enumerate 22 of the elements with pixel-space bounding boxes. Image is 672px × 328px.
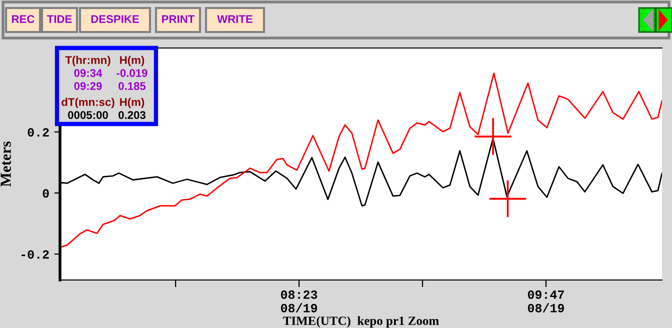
y-tick-label: 0 [42, 189, 49, 198]
y-axis-title: Meters [0, 141, 11, 187]
annotation: T(hr:mn) [65, 56, 110, 66]
x-tick-label: 08:23 08/19 [281, 290, 318, 312]
annotation: 0.185 [118, 82, 146, 90]
text: TIDE [46, 15, 72, 23]
y-tick-label: 0.2 [28, 128, 49, 137]
text: DESPIKE [91, 15, 139, 23]
annotation: dT(mn:sc) [62, 98, 114, 108]
annotation: 09:34 [74, 69, 102, 77]
text: PRINT [162, 15, 195, 23]
text: WRITE [217, 15, 252, 23]
annotation: H(m) [120, 98, 144, 108]
annotation: -0.019 [116, 69, 148, 77]
annotation: 0005:00 [68, 111, 108, 119]
annotation: 09:29 [74, 82, 102, 90]
annotation: H(m) [120, 56, 144, 66]
y-tick-label: -0.2 [22, 250, 49, 259]
text: REC [12, 15, 34, 23]
x-tick-label: 09:47 08/19 [528, 290, 564, 312]
x-axis-title: TIME(UTC) kepo pr1 Zoom [283, 316, 439, 328]
annotation: 0.203 [118, 111, 146, 119]
